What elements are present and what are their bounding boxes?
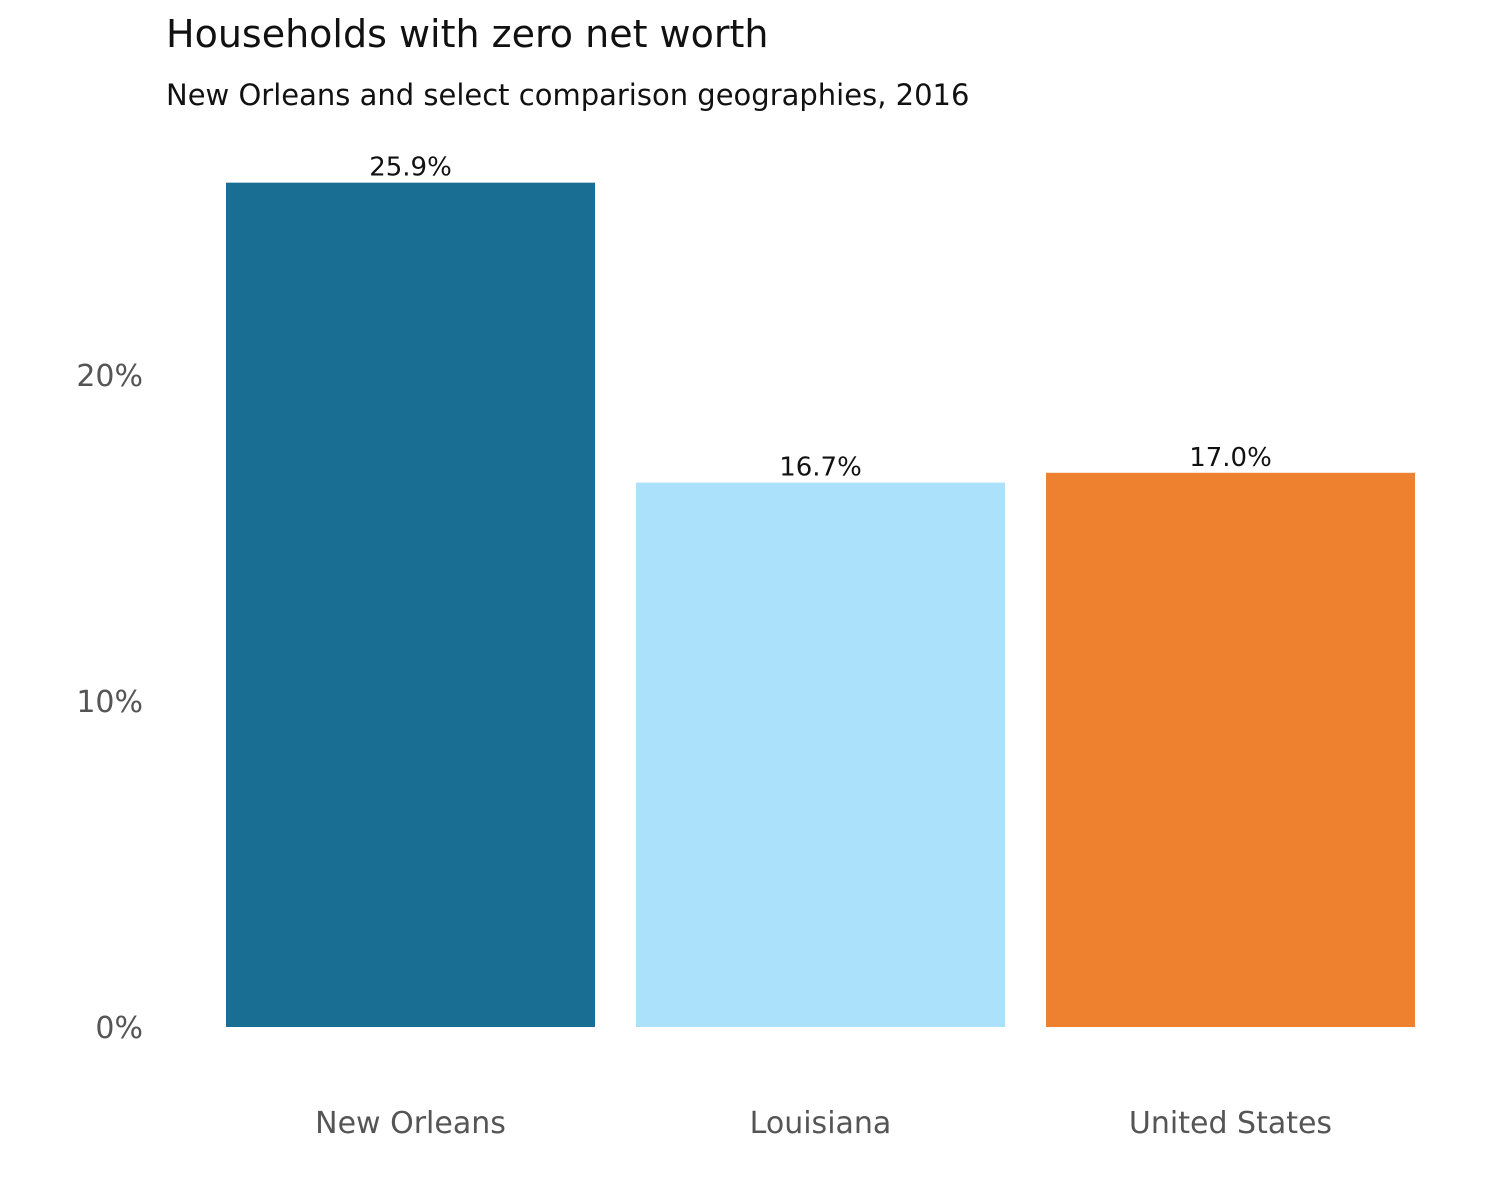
x-axis: New Orleans Louisiana United States: [315, 1106, 1332, 1141]
x-category-label: New Orleans: [315, 1106, 506, 1141]
x-category-label: Louisiana: [750, 1106, 892, 1141]
chart-title: Households with zero net worth: [166, 12, 769, 56]
bars: 25.9% 16.7% 17.0%: [226, 153, 1415, 1028]
bar: [226, 182, 595, 1027]
x-category-label: United States: [1129, 1106, 1332, 1141]
bar-value-label: 25.9%: [369, 153, 452, 183]
bar-value-label: 17.0%: [1189, 443, 1272, 473]
y-axis: 0% 10% 20%: [76, 359, 143, 1046]
bar: [636, 482, 1005, 1028]
bar-value-label: 16.7%: [779, 453, 862, 483]
chart-subtitle: New Orleans and select comparison geogra…: [166, 78, 970, 112]
y-tick-label: 0%: [95, 1011, 143, 1046]
bar: [1046, 472, 1415, 1027]
y-tick-label: 20%: [76, 359, 143, 394]
y-tick-label: 10%: [76, 685, 143, 720]
